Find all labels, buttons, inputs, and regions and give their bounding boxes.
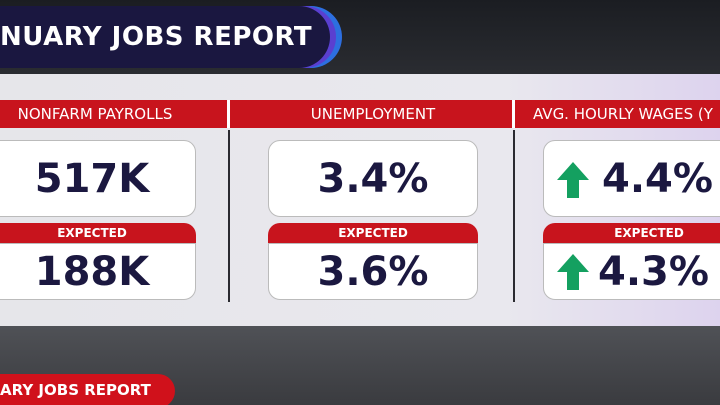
divider (228, 130, 230, 302)
label-bar (0, 100, 720, 128)
header-title: NUARY JOBS REPORT (0, 22, 313, 52)
expected-value: 3.6% (268, 243, 478, 300)
actual-value: 517K (0, 140, 196, 217)
expected-label: EXPECTED (268, 223, 478, 243)
header-banner: NUARY JOBS REPORT (0, 6, 330, 68)
expected-value: 188K (0, 243, 196, 300)
divider (227, 100, 230, 128)
up-arrow (557, 254, 589, 290)
expected-label: EXPECTED (0, 223, 196, 243)
ticker: ARY JOBS REPORT (0, 374, 175, 405)
divider (512, 100, 515, 128)
column-label: UNEMPLOYMENT (310, 105, 436, 123)
ticker-text: ARY JOBS REPORT (0, 381, 151, 399)
up-arrow (557, 162, 589, 198)
actual-value: 3.4% (268, 140, 478, 217)
column-label: NONFARM PAYROLLS (17, 105, 173, 123)
divider (513, 130, 515, 302)
column-label: AVG. HOURLY WAGES (Y (533, 105, 713, 123)
expected-label: EXPECTED (543, 223, 720, 243)
